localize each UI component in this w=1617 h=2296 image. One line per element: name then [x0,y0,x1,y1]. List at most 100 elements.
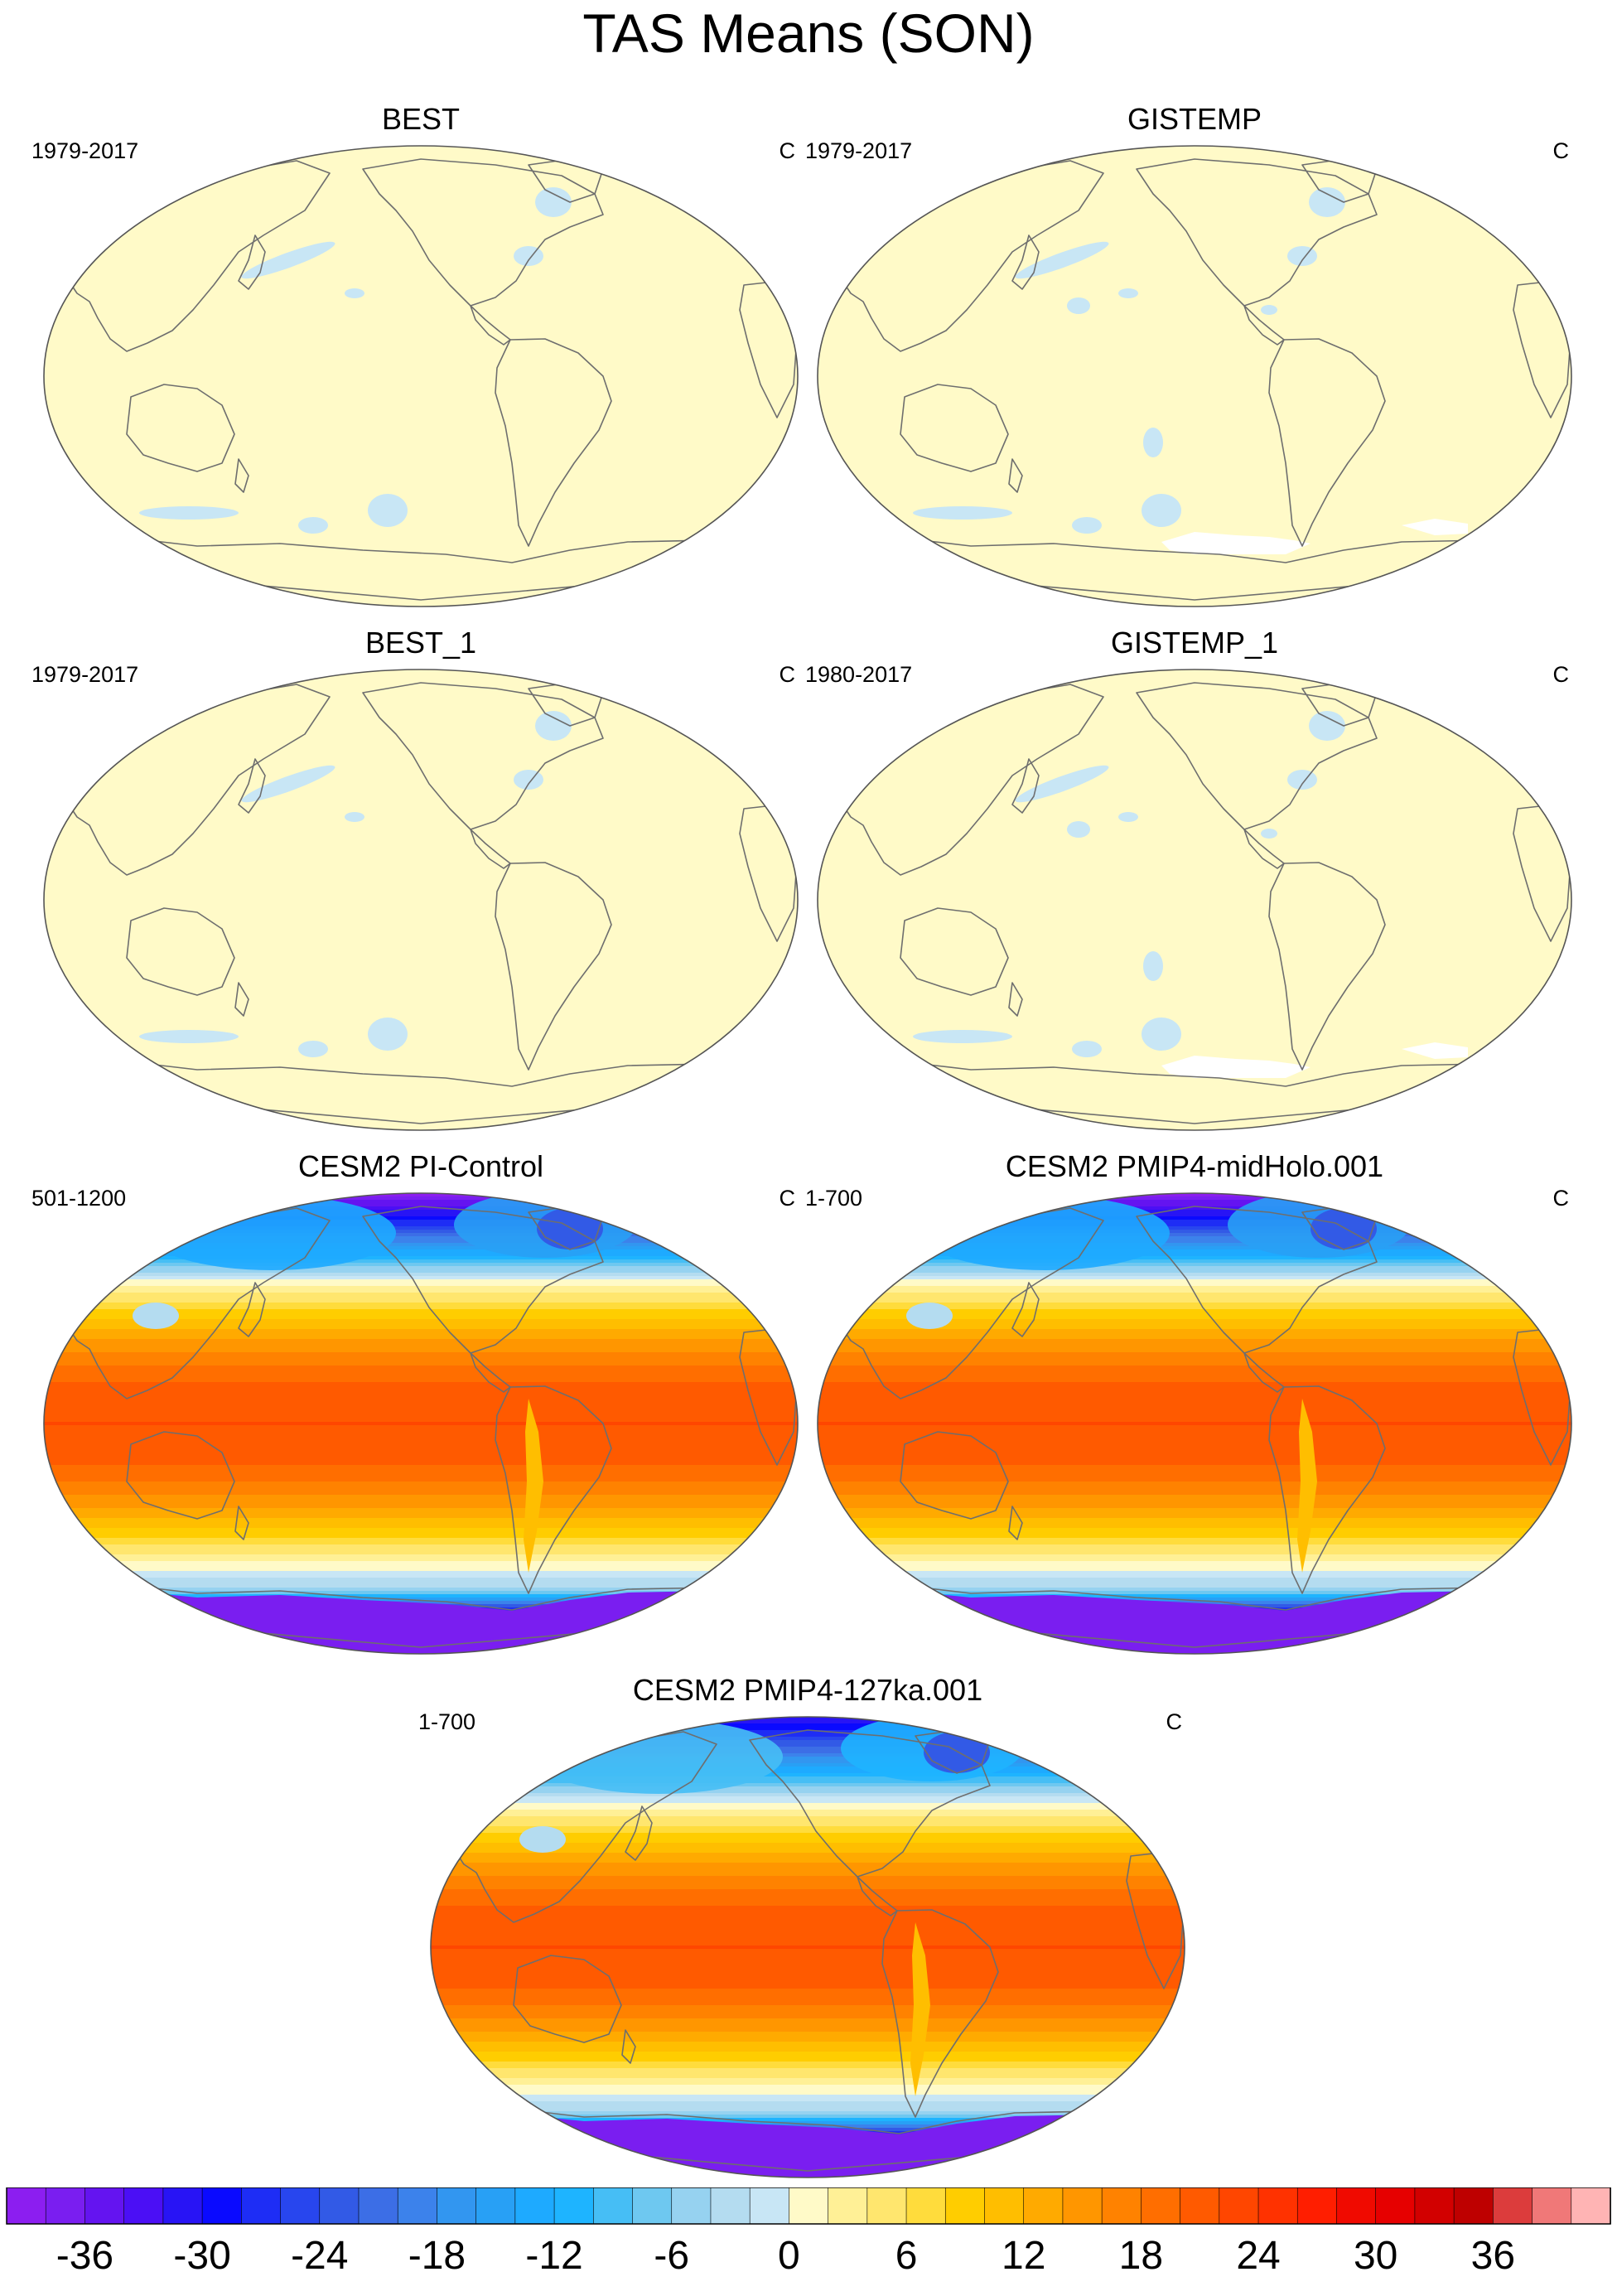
temperature-band [44,1588,798,1592]
temperature-band [818,1465,1571,1469]
colorbar-box [84,2187,125,2225]
temperature-band [818,1385,1571,1390]
temperature-band [44,1349,798,1353]
temperature-band [431,1936,1185,1940]
temperature-band [818,1250,1571,1254]
temperature-band [818,1531,1571,1535]
temperature-band [44,1316,798,1320]
temperature-band [431,1793,1185,1797]
temperature-band [818,1564,1571,1569]
temperature-band [44,1498,798,1502]
colorbar-box [1101,2187,1142,2225]
missing-data-area [1161,1056,1310,1078]
colorbar-box [397,2187,438,2225]
temperature-band [431,1989,1185,1993]
temperature-band [818,1369,1571,1373]
temperature-band [431,1820,1185,1824]
coast-north-america [1136,682,1378,830]
temperature-band [431,1790,1185,1794]
coast-south-america [495,338,612,547]
colorbar-box [828,2187,868,2225]
temperature-band [818,1319,1571,1323]
temperature-band [431,1753,1185,1757]
temperature-band [431,2095,1185,2099]
temperature-band [818,1399,1571,1403]
temperature-band [818,1286,1571,1290]
temperature-band [818,1544,1571,1549]
temperature-band [44,1223,798,1227]
temperature-band [818,1482,1571,1486]
temperature-band [818,1435,1571,1439]
temperature-band [44,1332,798,1337]
temperature-band [431,1846,1185,1850]
temperature-band [431,1783,1185,1787]
panel-title: BEST [381,102,461,136]
temperature-band [431,1740,1185,1744]
colorbar-box [6,2187,47,2225]
temperature-band [431,1720,1185,1724]
temperature-band [431,2035,1185,2039]
panel-units: C [1552,662,1570,687]
colorbar-box [1493,2187,1533,2225]
temperature-band [431,1939,1185,1943]
temperature-band [818,1276,1571,1280]
temperature-band [44,1448,798,1453]
temperature-band [431,2048,1185,2052]
temperature-band [431,1866,1185,1870]
temperature-band [431,1723,1185,1728]
temperature-band [431,1955,1185,1960]
temperature-band [818,1289,1571,1293]
temperature-band [44,1206,798,1211]
temperature-band [431,2115,1185,2119]
temperature-band [44,1336,798,1340]
coast-new-zealand [1008,1506,1023,1540]
temperature-band [44,1432,798,1436]
temperature-band [818,1263,1571,1267]
temperature-band [44,1196,798,1201]
temperature-band [431,2065,1185,2069]
temperature-band [818,1412,1571,1416]
cold-region-greenland [537,1208,603,1250]
temperature-band [431,1886,1185,1890]
temperature-band [44,1458,798,1462]
temperature-band [431,1975,1185,1979]
temperature-band [818,1455,1571,1459]
temperature-band [44,1554,798,1559]
temperature-band [431,1985,1185,1989]
temperature-band [818,1279,1571,1283]
temperature-band [44,1213,798,1217]
colorbar-tick-label: 30 [1354,2234,1397,2278]
temperature-band [431,1863,1185,1867]
cool-patch [1142,1017,1181,1051]
panel-best: BEST 1979-2017 C [31,103,810,616]
colorbar-box [944,2187,986,2225]
temperature-band [818,1392,1571,1396]
temperature-band [431,2028,1185,2033]
panel-title: CESM2 PMIP4-127ka.001 [632,1673,983,1707]
temperature-band [44,1591,798,1595]
temperature-band [44,1574,798,1578]
temperature-band [431,1959,1185,1963]
temperature-band [431,2101,1185,2105]
colorbar-box [1141,2187,1181,2225]
cool-patch [535,187,572,217]
temperature-band [431,1896,1185,1900]
temperature-band [431,1849,1185,1854]
temperature-band [44,1528,798,1532]
coast-japan [238,1282,266,1337]
temperature-band [431,1926,1185,1930]
temperature-band [431,1750,1185,1754]
panel-period: 1980-2017 [805,662,913,687]
cool-patch [1015,241,1109,279]
temperature-band [44,1319,798,1323]
panel-period: 1979-2017 [31,138,139,163]
map-outline [43,1192,799,1655]
temperature-band [818,1389,1571,1393]
temperature-band [44,1346,798,1350]
temperature-band [431,1892,1185,1897]
temperature-band [44,1402,798,1406]
temperature-band [431,1972,1185,1976]
colorbar-box [1257,2187,1299,2225]
colorbar-tick-label: 6 [895,2234,918,2278]
temperature-band [818,1220,1571,1224]
